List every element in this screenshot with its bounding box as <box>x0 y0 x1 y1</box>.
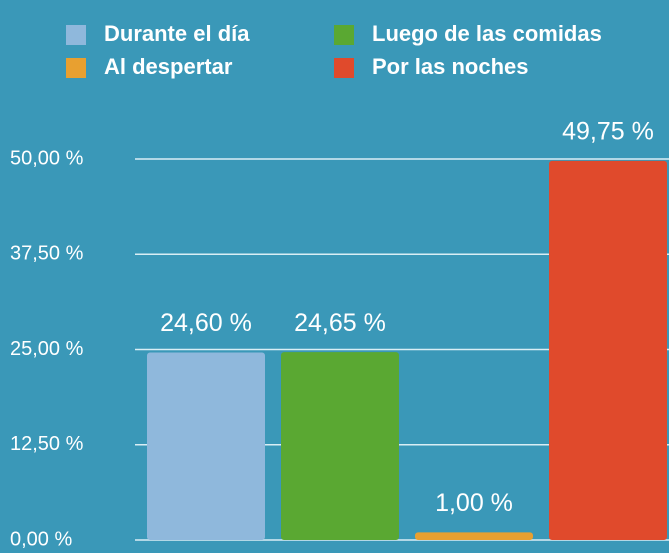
y-tick-label: 50,00 % <box>10 147 84 169</box>
y-tick-label: 37,50 % <box>10 243 84 265</box>
legend-swatch <box>334 58 354 78</box>
bar <box>147 352 265 540</box>
y-tick-label: 0,00 % <box>10 528 72 550</box>
value-label: 1,00 % <box>435 489 513 517</box>
value-label: 49,75 % <box>562 118 654 146</box>
value-label: 24,60 % <box>160 309 252 337</box>
bar <box>415 532 533 540</box>
legend-label: Durante el día <box>104 21 250 46</box>
legend-swatch <box>334 25 354 45</box>
legend-label: Por las noches <box>372 54 529 79</box>
legend-label: Al despertar <box>104 54 233 79</box>
y-tick-label: 25,00 % <box>10 338 84 360</box>
legend-label: Luego de las comidas <box>372 21 602 46</box>
y-tick-label: 12,50 % <box>10 433 84 455</box>
value-label: 24,65 % <box>294 309 386 337</box>
bar <box>549 160 667 540</box>
bar <box>281 352 399 540</box>
legend-swatch <box>66 25 86 45</box>
legend-swatch <box>66 58 86 78</box>
